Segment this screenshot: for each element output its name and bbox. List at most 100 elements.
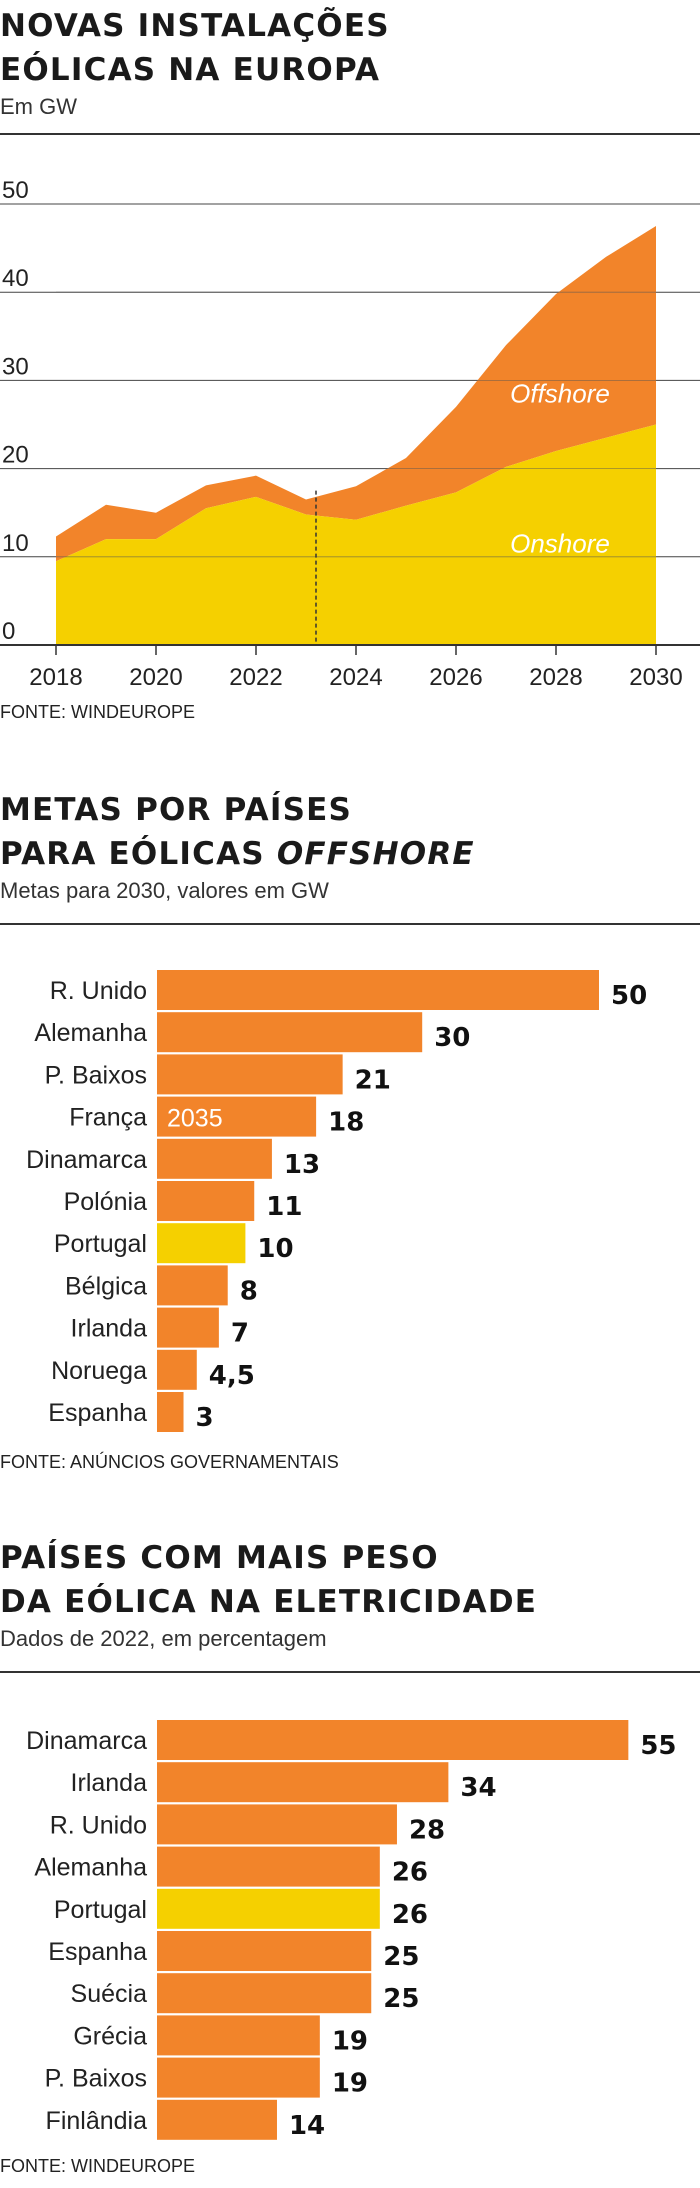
value-label: 8 [240,1276,258,1306]
x-tick-label: 2022 [229,664,282,691]
bar-8 [157,2015,320,2056]
value-label: 55 [640,1731,676,1761]
value-label: 11 [266,1192,302,1222]
value-label: 14 [289,2111,325,2141]
category-label: P. Baixos [45,1061,147,1089]
category-label: Finlândia [46,2107,148,2135]
area-title-line1: NOVAS INSTALAÇÕES [0,8,390,44]
bar-5 [157,1888,380,1929]
x-tick-label: 2020 [129,664,182,691]
y-tick-label: 20 [2,442,29,469]
bar-4 [157,1846,380,1887]
category-label: Portugal [54,1230,147,1258]
category-label: Polónia [64,1188,147,1216]
offshore-title: METAS POR PAÍSES PARA EÓLICAS OFFSHORE [0,788,700,876]
bar-11 [157,1392,184,1432]
category-label: Irlanda [71,1769,148,1797]
value-label: 50 [611,981,647,1011]
y-tick-label: 50 [2,180,29,204]
bar-1 [157,970,599,1010]
value-label: 4,5 [209,1361,255,1391]
category-label: Bélgica [65,1272,147,1300]
category-label: R. Unido [50,977,147,1005]
area-chart-title: NOVAS INSTALAÇÕES EÓLICAS NA EUROPA [0,4,700,92]
bar-1 [157,1720,629,1760]
share-section: PAÍSES COM MAIS PESO DA EÓLICA NA ELETRI… [0,1536,700,1652]
bar-4 [157,1096,317,1137]
category-label: Suécia [71,1980,148,2008]
value-label: 25 [383,1984,419,2014]
y-tick-label: 30 [2,353,29,380]
bar-6 [157,1931,372,1971]
bar-8 [157,1265,228,1306]
category-label: Alemanha [34,1019,147,1047]
category-label: Dinamarca [26,1146,147,1174]
share-divider [0,1671,700,1673]
value-label: 26 [392,1858,428,1888]
series-label-onshore: Onshore [510,528,610,558]
y-tick-label: 10 [2,530,29,557]
category-label: Dinamarca [26,1727,147,1755]
x-tick-label: 2030 [629,664,682,691]
bar-7 [157,1973,372,2014]
bar-9 [157,1307,219,1348]
value-label: 19 [332,2069,368,2099]
category-label: Alemanha [34,1854,147,1882]
area-chart-divider [0,133,700,135]
value-label: 34 [460,1773,496,1803]
value-label: 18 [328,1108,364,1138]
x-tick-label: 2018 [29,664,82,691]
bar-7 [157,1223,246,1264]
bar-10 [157,1349,197,1390]
share-bar-chart: Dinamarca 55 Irlanda 34 R. Unido 28 Alemanha 26… [26,1720,677,2141]
offshore-source: FONTE: ANÚNCIOS GOVERNAMENTAIS [0,1452,339,1472]
category-label: Espanha [48,1399,147,1427]
value-label: 13 [284,1150,320,1180]
value-label: 21 [355,1065,391,1095]
category-label: Portugal [54,1896,147,1924]
onshore-area [56,424,656,645]
area-chart-subtitle: Em GW [0,94,77,119]
bar-3 [157,1804,397,1845]
share-source: FONTE: WINDEUROPE [0,2156,196,2176]
value-label: 3 [196,1403,214,1433]
offshore-divider [0,923,700,925]
category-label: França [69,1104,147,1132]
area-title-line2: EÓLICAS NA EUROPA [0,52,381,88]
bar-6 [157,1181,255,1221]
bar-5 [157,1138,272,1179]
value-label: 28 [409,1815,445,1845]
series-label-offshore: Offshore [510,378,610,408]
offshore-subtitle: Metas para 2030, valores em GW [0,878,329,903]
category-label: Grécia [73,2022,147,2050]
x-tick-label: 2028 [529,664,582,691]
share-subtitle: Dados de 2022, em percentagem [0,1626,327,1651]
value-label: 25 [383,1942,419,1972]
category-label: P. Baixos [45,2065,147,2093]
offshore-title-line2-prefix: PARA EÓLICAS [0,836,277,872]
bar-10 [157,2099,277,2140]
bar-annotation: 2035 [167,1105,223,1133]
value-label: 10 [257,1234,293,1264]
category-label: Noruega [51,1357,147,1385]
area-chart-source: FONTE: WINDEUROPE [0,702,196,722]
category-label: Espanha [48,1938,147,1966]
offshore-title-line2-italic: OFFSHORE [276,836,475,872]
share-title-line2: DA EÓLICA NA ELETRICIDADE [0,1584,538,1620]
x-tick-label: 2026 [429,664,482,691]
bar-2 [157,1012,423,1053]
value-label: 19 [332,2026,368,2056]
value-label: 30 [434,1023,470,1053]
category-label: Irlanda [71,1315,148,1343]
bar-3 [157,1054,343,1095]
bar-9 [157,2057,320,2098]
offshore-area [56,226,656,562]
value-label: 26 [392,1900,428,1930]
area-chart-section: NOVAS INSTALAÇÕES EÓLICAS NA EUROPA Em G… [0,4,700,120]
x-tick-label: 2024 [329,664,382,691]
value-label: 7 [231,1319,249,1349]
category-label: R. Unido [50,1811,147,1839]
offshore-bar-chart: R. Unido 50 Alemanha 30 P. Baixos 21 França 18 2… [26,970,647,1433]
y-tick-label: 0 [2,618,15,645]
